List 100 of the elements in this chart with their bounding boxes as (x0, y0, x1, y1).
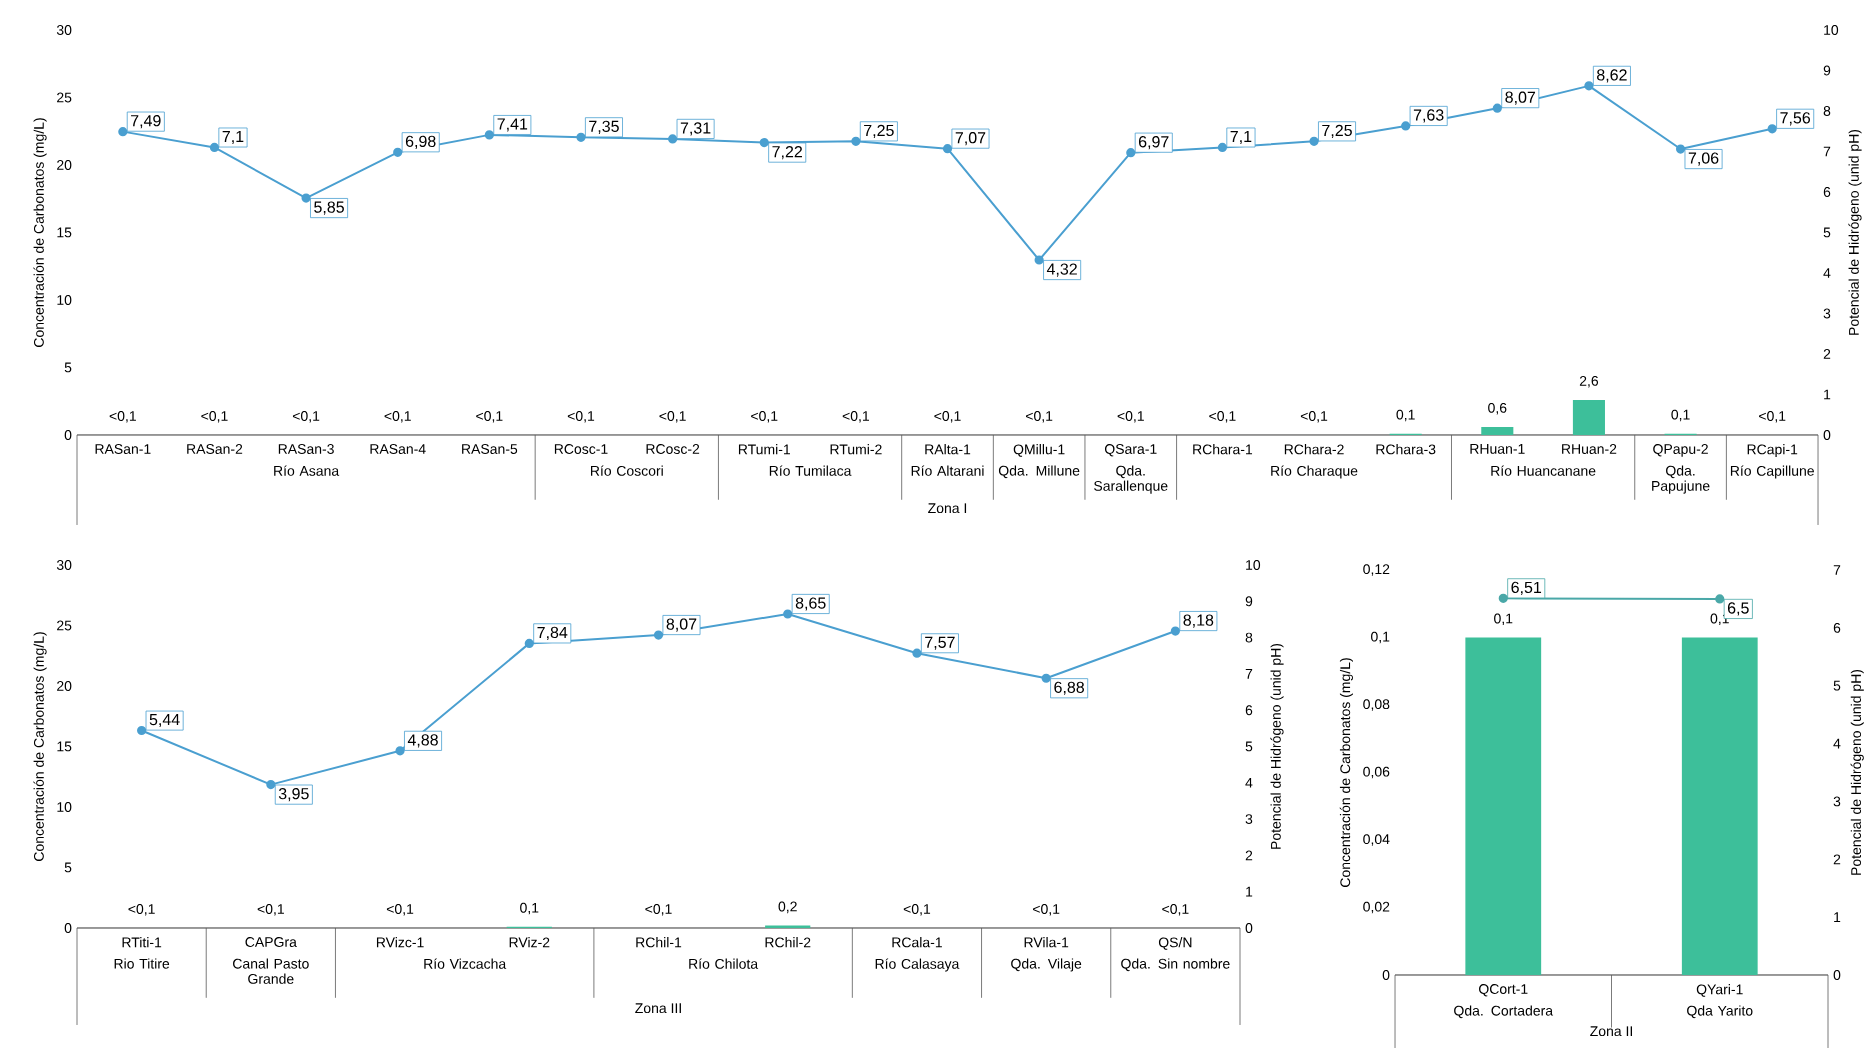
text: <0,1 (1117, 411, 1144, 423)
x-tick-label: QCort-1 (1479, 984, 1528, 997)
y2-tick-label: 0 (1823, 430, 1831, 440)
x-tick-label: RASan-1 (95, 444, 151, 454)
data-label: 0,6 (1488, 402, 1507, 415)
text: Río Charaque (1271, 465, 1358, 479)
data-label: 7,22 (772, 145, 802, 160)
text: <0,1 (567, 411, 595, 423)
text: <0,1 (476, 411, 503, 423)
x-tick-label: RCosc-1 (554, 444, 608, 454)
text: Río Calasaya (875, 958, 960, 972)
point (1584, 81, 1594, 91)
data-label: 7,31 (680, 122, 711, 136)
x-tick-label: RHuan-2 (1562, 444, 1617, 454)
point (1675, 144, 1686, 154)
text: <0,1 (128, 904, 155, 916)
data-label: 6,98 (405, 135, 436, 149)
data-label: 7,63 (1413, 109, 1444, 123)
point (393, 147, 403, 157)
x-tick-label: RCapi-1 (1747, 444, 1798, 458)
x-tick-label: RHuan-1 (1470, 444, 1525, 454)
x-tick-label: RASan-2 (187, 444, 243, 454)
point (1170, 626, 1180, 636)
data-label: 7,57 (925, 636, 955, 650)
y2-tick-label: 9 (1245, 596, 1253, 607)
data-label: 0,1 (1494, 613, 1513, 626)
text: Río Capillune (1730, 465, 1814, 479)
y2-tick-label: 5 (1823, 227, 1831, 238)
x-tick-label: RTumi-2 (830, 444, 882, 455)
x-tick-label: RASan-4 (370, 444, 426, 454)
point (912, 648, 922, 658)
y2-tick-label: 3 (1245, 814, 1253, 825)
y2-axis-title: Potencial de Hidrógeno (unid pH) (1270, 643, 1284, 849)
x-tick-label: RCosc-2 (646, 444, 700, 454)
text: Zona III (635, 1003, 681, 1014)
data-label: 7,84 (537, 626, 568, 640)
y2-tick-label: 6 (1823, 187, 1831, 197)
y2-tick-label: 1 (1834, 912, 1841, 922)
text: Río Chilota (689, 958, 759, 969)
x-tick-label: RChara-2 (1284, 444, 1344, 455)
x-tick-label: RASan-5 (462, 444, 518, 454)
y2-tick-label: 7 (1245, 669, 1253, 679)
data-label: 6,97 (1139, 136, 1169, 150)
y2-tick-label: 6 (1245, 705, 1253, 716)
point (1034, 255, 1044, 265)
data-label: 2,6 (1579, 375, 1599, 388)
y2-tick-label: 5 (1245, 741, 1253, 752)
point (266, 780, 276, 790)
point (576, 132, 586, 142)
point (1126, 148, 1136, 158)
y2-tick-label: 3 (1833, 796, 1841, 807)
y2-tick-label: 8 (1245, 632, 1253, 643)
text: Río Vizcacha (424, 958, 507, 969)
data-label: 0,2 (778, 901, 797, 914)
x-tick-label: QMillu-1 (1013, 444, 1065, 457)
y-tick-label: 5 (64, 862, 72, 873)
text: Qda. Sarallenque (1094, 465, 1168, 494)
y2-tick-label: 5 (1833, 680, 1841, 691)
data-label: 0,1 (520, 902, 539, 915)
y-tick-label: 20 (57, 681, 72, 691)
text: Qda Yarito (1687, 1005, 1753, 1019)
text: <0,1 (659, 411, 686, 423)
y2-tick-label: 6 (1833, 622, 1841, 633)
data-label: 7,49 (131, 115, 161, 129)
y-axis-title: Concentración de Carbonatos (mg/L) (33, 118, 47, 347)
text: Qda. Vilaje (1011, 958, 1082, 972)
data-label: 8,62 (1597, 69, 1627, 83)
y-tick-label: 0,08 (1363, 699, 1390, 711)
data-label: 0,1 (1396, 409, 1415, 422)
y2-axis-title: Potencial de Hidrógeno (unid pH) (1848, 129, 1862, 335)
text: <0,1 (1300, 411, 1328, 423)
y2-tick-label: 4 (1245, 777, 1253, 788)
point (1401, 121, 1411, 131)
y-tick-label: 10 (57, 802, 72, 812)
y2-tick-label: 4 (1823, 268, 1831, 278)
y2-tick-label: 7 (1833, 565, 1841, 575)
point (851, 136, 861, 146)
y-tick-label: 0,04 (1363, 834, 1390, 846)
x-tick-label: QS/N (1158, 937, 1192, 950)
point (668, 134, 678, 144)
text: <0,1 (842, 411, 869, 423)
text: Canal Pasto Grande (233, 958, 309, 984)
data-label: 8,07 (666, 618, 697, 632)
x-tick-label: CAPGra (245, 937, 297, 947)
y2-tick-label: 8 (1823, 106, 1831, 116)
data-label: 6,51 (1511, 581, 1542, 595)
x-tick-label: RVizc-1 (376, 937, 424, 948)
point (301, 193, 311, 203)
y-axis-title: Concentración de Carbonatos (mg/L) (1339, 658, 1353, 887)
x-tick-label: RASan-3 (278, 444, 334, 454)
text: Río Tumilaca (769, 465, 852, 476)
data-label: 7,41 (497, 118, 528, 132)
x-tick-label: RViz-2 (509, 937, 550, 948)
y-tick-label: 0,02 (1363, 901, 1390, 914)
text: Río Huancanane (1491, 465, 1596, 476)
data-label: 7,35 (589, 120, 619, 134)
y-axis-title: Concentración de Carbonatos (mg/L) (33, 632, 47, 861)
point (524, 638, 534, 648)
text: Qda. Cortadera (1454, 1005, 1554, 1019)
y-tick-label: 30 (56, 25, 72, 35)
